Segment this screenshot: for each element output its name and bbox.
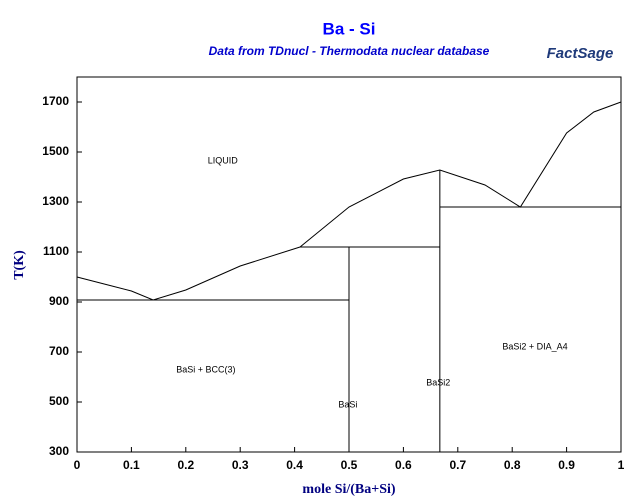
region-label: LIQUID: [208, 155, 239, 165]
y-tick-label: 300: [49, 444, 69, 458]
x-tick-label: 0.7: [449, 458, 466, 472]
region-label: BaSi2 + DIA_A4: [502, 341, 567, 351]
x-tick-label: 0.4: [286, 458, 303, 472]
y-tick-label: 1100: [43, 244, 69, 258]
region-label: BaSi: [338, 399, 357, 409]
phase-boundary: [76, 246, 301, 301]
region-label: BaSi + BCC(3): [176, 364, 235, 374]
region-label: BaSi2: [426, 377, 450, 387]
chart-subtitle: Data from TDnucl - Thermodata nuclear da…: [209, 44, 490, 58]
phase-boundary: [299, 101, 622, 248]
x-tick-label: 0.3: [232, 458, 249, 472]
y-tick-label: 1700: [42, 94, 69, 108]
y-tick-label: 900: [49, 294, 69, 308]
logo: FactSage: [547, 45, 614, 62]
y-tick-label: 500: [49, 394, 69, 408]
x-tick-label: 0.8: [504, 458, 521, 472]
x-axis-label: mole Si/(Ba+Si): [302, 482, 395, 497]
x-tick-label: 0: [74, 458, 81, 472]
y-tick-label: 1300: [42, 194, 69, 208]
x-tick-label: 0.9: [558, 458, 575, 472]
x-tick-label: 1: [618, 458, 625, 472]
y-axis-label: T(K): [12, 250, 27, 280]
chart-title: Ba - Si: [323, 19, 376, 38]
x-tick-label: 0.1: [123, 458, 140, 472]
x-tick-label: 0.6: [395, 458, 412, 472]
x-tick-label: 0.2: [177, 458, 194, 472]
y-tick-label: 1500: [42, 144, 69, 158]
x-tick-label: 0.5: [341, 458, 358, 472]
y-tick-label: 700: [49, 344, 69, 358]
